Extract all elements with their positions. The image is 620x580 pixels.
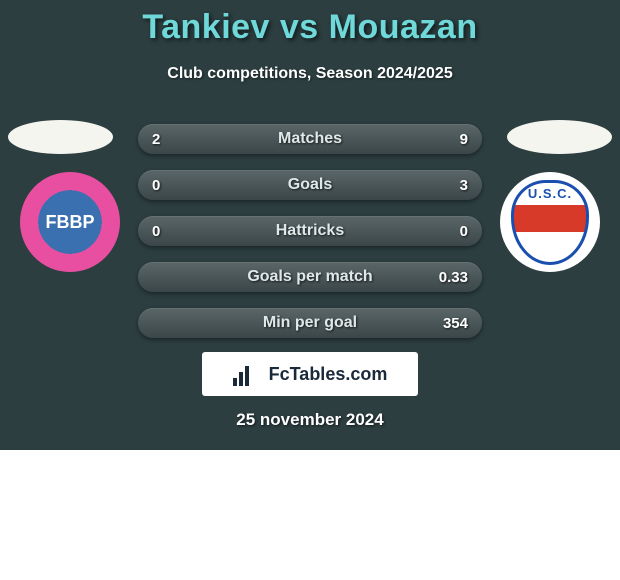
club-badge-right: U.S.C.	[500, 172, 600, 272]
page-title: Tankiev vs Mouazan	[0, 0, 620, 47]
stat-label: Goals	[138, 176, 482, 194]
stat-row-goals-per-match: Goals per match 0.33	[138, 262, 482, 292]
stat-row-goals: 0 Goals 3	[138, 170, 482, 200]
stats-container: 2 Matches 9 0 Goals 3 0 Hattricks 0 Goal…	[138, 124, 482, 354]
chart-icon	[233, 362, 263, 386]
branding-badge[interactable]: FcTables.com	[202, 352, 418, 396]
country-flag-left	[8, 120, 113, 154]
stat-label: Matches	[138, 130, 482, 148]
stat-label: Min per goal	[138, 314, 482, 332]
stat-left-value: 0	[152, 223, 160, 240]
branding-text: FcTables.com	[269, 364, 388, 385]
stat-row-matches: 2 Matches 9	[138, 124, 482, 154]
stat-label: Goals per match	[138, 268, 482, 286]
club-badge-right-shield: U.S.C.	[511, 180, 589, 265]
club-badge-left: FBBP	[20, 172, 120, 272]
page-subtitle: Club competitions, Season 2024/2025	[0, 65, 620, 83]
stat-right-value: 9	[460, 131, 468, 148]
date-label: 25 november 2024	[0, 410, 620, 430]
stat-left-value: 0	[152, 177, 160, 194]
stat-right-value: 0	[460, 223, 468, 240]
country-flag-right	[507, 120, 612, 154]
stat-row-min-per-goal: Min per goal 354	[138, 308, 482, 338]
stat-label: Hattricks	[138, 222, 482, 240]
stat-right-value: 354	[443, 315, 468, 332]
stat-right-value: 0.33	[439, 269, 468, 286]
page-background	[0, 450, 620, 580]
club-badge-right-text: U.S.C.	[528, 186, 572, 201]
club-badge-left-text: FBBP	[46, 214, 95, 230]
stat-left-value: 2	[152, 131, 160, 148]
stat-right-value: 3	[460, 177, 468, 194]
stat-row-hattricks: 0 Hattricks 0	[138, 216, 482, 246]
